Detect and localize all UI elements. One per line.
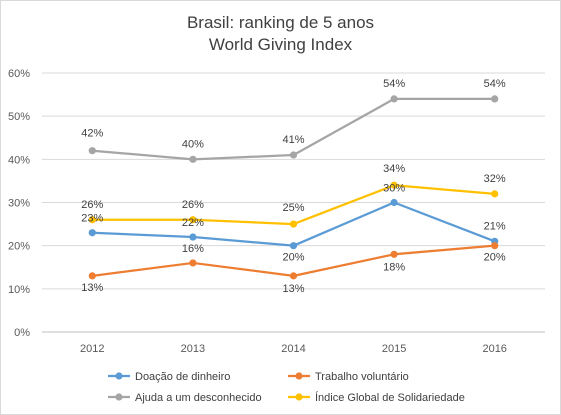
legend-swatch-marker bbox=[295, 393, 303, 401]
data-label: 42% bbox=[81, 128, 103, 140]
data-label: 21% bbox=[484, 220, 506, 232]
legend-label: Doação de dinheiro bbox=[135, 371, 230, 383]
data-point bbox=[289, 151, 298, 159]
data-label: 32% bbox=[484, 173, 506, 185]
data-point bbox=[491, 242, 499, 250]
x-tick-label: 2016 bbox=[482, 343, 506, 355]
data-point bbox=[88, 216, 96, 224]
data-label: 25% bbox=[282, 202, 304, 214]
x-tick-label: 2015 bbox=[382, 343, 406, 355]
y-tick-label: 0% bbox=[14, 327, 30, 339]
data-label: 16% bbox=[182, 243, 204, 255]
data-label: 22% bbox=[182, 217, 204, 229]
legend-swatch-marker bbox=[295, 372, 303, 380]
x-tick-label: 2012 bbox=[80, 343, 104, 355]
legend-label: Trabalho voluntário bbox=[315, 371, 409, 383]
legend-label: Ajuda a um desconhecido bbox=[135, 392, 262, 404]
y-tick-label: 50% bbox=[8, 111, 30, 123]
data-point bbox=[88, 147, 96, 155]
legend-label: Índice Global de Solidariedade bbox=[315, 391, 465, 404]
data-point bbox=[491, 190, 499, 198]
data-label: 26% bbox=[81, 199, 103, 211]
data-point bbox=[189, 216, 197, 224]
data-point bbox=[491, 95, 499, 103]
data-point bbox=[189, 233, 197, 241]
data-label: 34% bbox=[383, 163, 405, 175]
data-label: 18% bbox=[383, 261, 405, 273]
y-tick-label: 40% bbox=[8, 154, 30, 166]
data-point bbox=[189, 259, 197, 267]
data-point bbox=[189, 155, 197, 163]
y-tick-label: 10% bbox=[8, 284, 30, 296]
data-label: 40% bbox=[182, 138, 204, 150]
chart-title: Brasil: ranking de 5 anos bbox=[186, 13, 375, 32]
y-tick-label: 30% bbox=[8, 198, 30, 210]
data-label: 41% bbox=[282, 134, 304, 146]
data-label: 13% bbox=[282, 283, 304, 295]
data-point bbox=[390, 181, 398, 189]
data-point bbox=[390, 198, 398, 207]
legend-swatch-marker bbox=[115, 372, 123, 380]
data-label: 23% bbox=[81, 213, 103, 225]
data-point bbox=[289, 272, 298, 280]
series-line bbox=[91, 97, 496, 161]
data-label: 20% bbox=[282, 252, 304, 264]
data-label: 13% bbox=[81, 282, 103, 294]
y-tick-label: 60% bbox=[8, 68, 30, 80]
data-point bbox=[390, 250, 398, 258]
data-point bbox=[289, 220, 298, 228]
x-tick-label: 2014 bbox=[281, 343, 305, 355]
legend-swatch-marker bbox=[115, 393, 123, 401]
data-label: 54% bbox=[484, 78, 506, 90]
data-label: 26% bbox=[182, 199, 204, 211]
data-label: 30% bbox=[383, 183, 405, 195]
y-tick-label: 20% bbox=[8, 241, 30, 253]
data-label: 54% bbox=[383, 78, 405, 90]
data-point bbox=[88, 229, 96, 237]
x-tick-label: 2013 bbox=[181, 343, 205, 355]
chart-subtitle: World Giving Index bbox=[208, 35, 353, 54]
data-point bbox=[289, 242, 298, 250]
data-label: 20% bbox=[484, 252, 506, 264]
data-point bbox=[390, 95, 398, 103]
chart-title-block: Brasil: ranking de 5 anos World Giving I… bbox=[0, 12, 561, 56]
data-point bbox=[88, 272, 96, 280]
